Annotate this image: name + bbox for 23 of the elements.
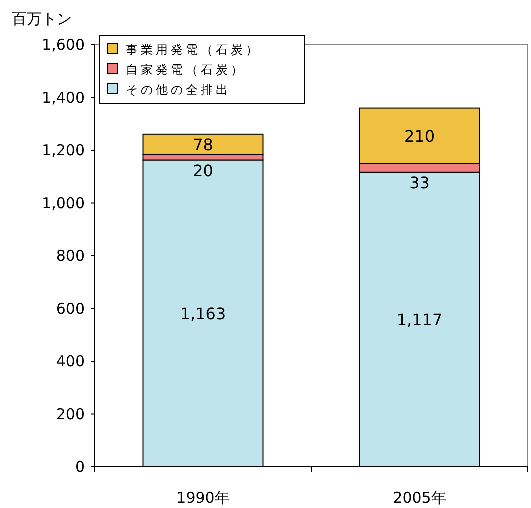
data-label: 1,117 (396, 310, 443, 330)
y-tick-label: 0 (75, 458, 85, 476)
data-label: 210 (404, 126, 436, 146)
legend-label: 自家発電（石炭） (126, 63, 246, 77)
y-tick-label: 600 (56, 300, 85, 318)
bar (359, 108, 480, 164)
y-tick-label: 1,000 (42, 194, 85, 212)
data-label: 20 (193, 161, 214, 180)
bar (142, 134, 264, 156)
y-axis-title: 百万トン (12, 10, 72, 28)
y-tick-label: 1,600 (42, 36, 85, 54)
x-tick-label: 1990年 (176, 489, 230, 507)
legend-label: その他の全排出 (126, 83, 231, 97)
y-tick-label: 800 (56, 247, 85, 265)
x-tick-label: 2005年 (393, 489, 446, 507)
y-tick-label: 400 (56, 352, 85, 370)
y-tick-label: 1,400 (42, 88, 85, 107)
y-tick-label: 1,200 (42, 142, 85, 160)
legend-label: 事業用発電（石炭） (126, 43, 261, 57)
y-tick-label: 200 (56, 405, 85, 424)
data-label: 78 (193, 136, 214, 155)
data-label: 1,163 (180, 304, 226, 324)
data-label: 33 (410, 173, 430, 192)
